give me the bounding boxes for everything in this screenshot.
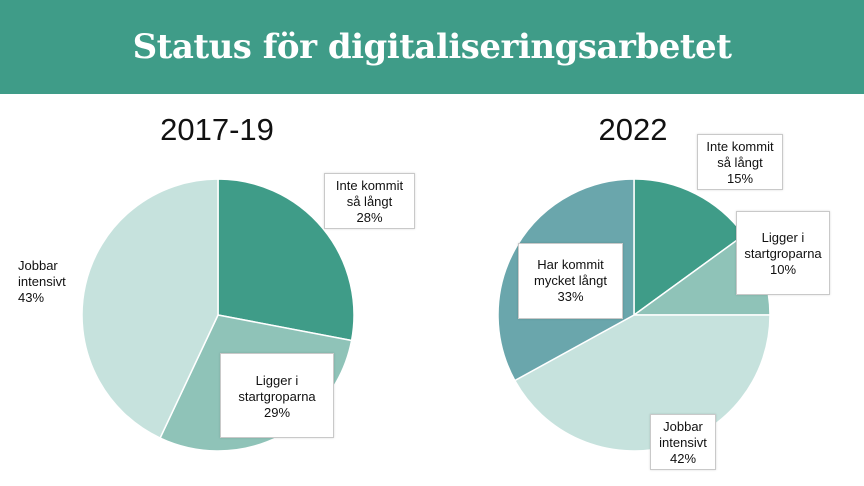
chart-title-2022: 2022: [598, 112, 668, 147]
label-inte-kommit-2022: Inte kommit så långt 15%: [697, 134, 783, 190]
pie-slice-0-2: [81, 178, 219, 440]
label-inte-kommit-2017-19: Inte kommit så långt 28%: [324, 173, 415, 229]
page-title: Status för digitaliseringsarbetet: [132, 27, 732, 67]
label-jobbar-2022: Jobbar intensivt 42%: [650, 414, 716, 470]
chart-title-2017-19: 2017-19: [160, 112, 274, 147]
title-banner: Status för digitaliseringsarbetet: [0, 0, 864, 94]
pie-slice-0-0: [217, 178, 355, 342]
label-jobbar-2017-19: Jobbar intensivt 43%: [18, 258, 66, 305]
label-ligger-i-2017-19: Ligger i startgroparna 29%: [220, 353, 334, 438]
label-har-kommit-2022: Har kommit mycket långt 33%: [518, 243, 623, 319]
label-ligger-i-2022: Ligger i startgroparna 10%: [736, 211, 830, 295]
